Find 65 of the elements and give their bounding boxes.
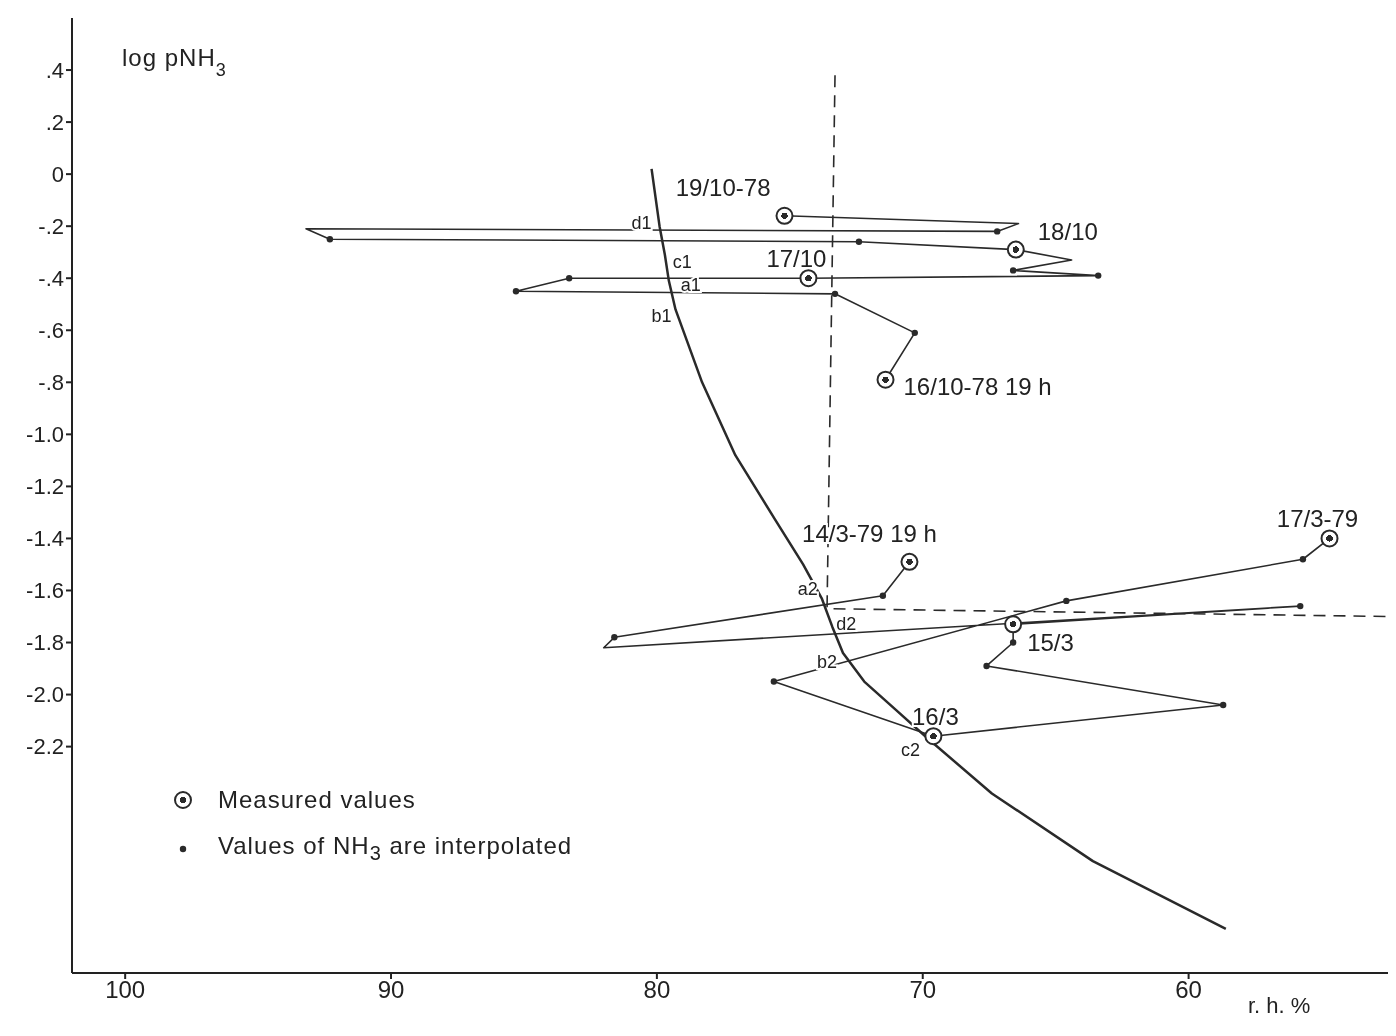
annotation: d1 <box>631 212 652 233</box>
x-axis-title: r. h. % <box>1248 993 1311 1018</box>
point <box>831 290 839 298</box>
point <box>1009 267 1017 274</box>
point <box>512 288 520 295</box>
y-axis-title: log pNH$_{3}$ <box>122 44 227 80</box>
point <box>775 206 794 225</box>
point <box>326 235 334 243</box>
y-tick-label: -.4 <box>38 266 64 292</box>
annotation: b2 <box>816 651 837 672</box>
annotation: a2 <box>797 579 818 600</box>
annotation: 17/3-79 <box>1276 504 1359 532</box>
y-tick-label: -1.8 <box>26 630 64 656</box>
point <box>924 727 943 746</box>
x-tick-label: 80 <box>643 976 671 1004</box>
y-tick-label: -2.0 <box>26 682 64 708</box>
point <box>876 370 895 389</box>
point <box>1219 701 1227 709</box>
point <box>770 678 778 685</box>
point <box>911 329 918 337</box>
y-tick-label: -1.2 <box>26 474 64 500</box>
x-tick-label: 60 <box>1175 976 1202 1004</box>
point <box>983 662 990 670</box>
point <box>855 238 863 245</box>
annotation: 19/10-78 <box>675 174 771 202</box>
annotation: c1 <box>672 251 692 272</box>
annotation: 16/10-78 19 h <box>903 373 1052 401</box>
point <box>1320 529 1339 548</box>
y-tick-label: -2.2 <box>26 734 64 760</box>
annotation: d2 <box>836 613 857 634</box>
x-tick-label: 90 <box>377 976 405 1004</box>
point <box>1009 639 1017 646</box>
y-tick-label: -1.4 <box>26 526 64 552</box>
annotation: 17/10 <box>766 244 827 272</box>
point <box>1006 240 1025 259</box>
point <box>993 228 1001 235</box>
y-tick-label: -1.0 <box>26 422 64 448</box>
point <box>900 552 919 571</box>
x-tick-label: 70 <box>909 976 937 1004</box>
y-tick-label: -.6 <box>38 318 64 344</box>
annotation: 16/3 <box>912 702 959 730</box>
annotation: 15/3 <box>1027 628 1074 656</box>
legend-label: Values of NH$_{3}$ are interpolated <box>218 832 573 865</box>
point <box>565 275 573 282</box>
y-tick-label: -1.6 <box>26 578 64 604</box>
y-tick-label: .4 <box>45 57 64 83</box>
y-tick-label: 0 <box>51 161 64 187</box>
annotation: c2 <box>901 739 921 760</box>
point <box>611 634 618 641</box>
y-tick-label: .2 <box>45 109 64 135</box>
legend-label: Measured values <box>218 786 416 815</box>
point <box>879 592 887 599</box>
y-tick-label: -.8 <box>38 370 64 396</box>
point <box>1299 556 1307 563</box>
x-tick-label: 100 <box>105 976 146 1004</box>
point <box>1095 272 1102 279</box>
annotation: 14/3-79 19 h <box>802 520 937 548</box>
annotation: 18/10 <box>1037 217 1098 245</box>
y-tick-label: -.2 <box>38 213 64 239</box>
point <box>1063 597 1070 605</box>
annotation: a1 <box>680 274 701 295</box>
point <box>799 269 818 288</box>
point <box>1004 615 1023 634</box>
point <box>1297 602 1304 610</box>
annotation: b1 <box>651 306 672 327</box>
